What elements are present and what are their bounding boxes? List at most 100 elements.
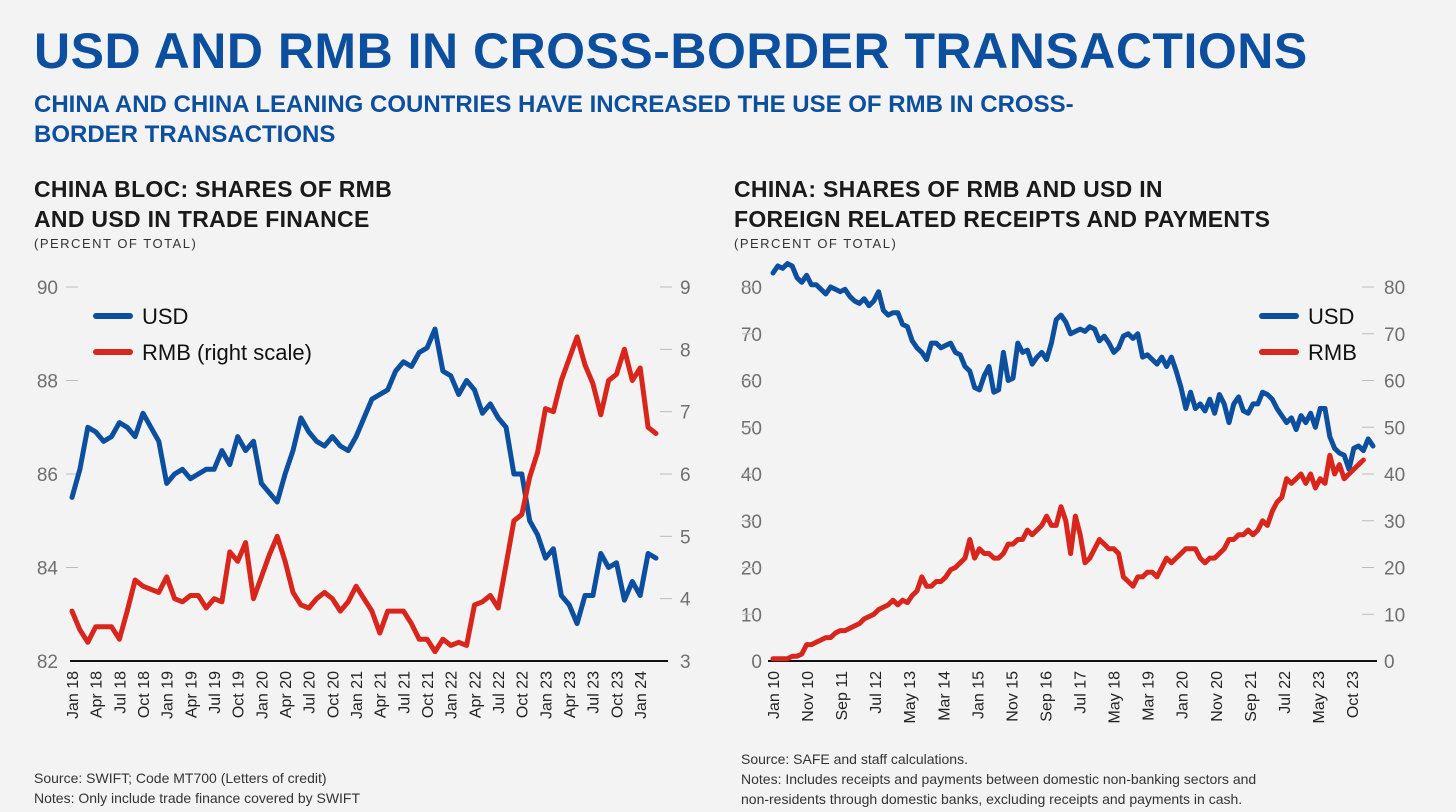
left-chart-x-tick-label: Apr 22 bbox=[467, 671, 484, 718]
left-chart-x-tick-label: Jan 24 bbox=[633, 671, 650, 719]
right-chart-right-tick-label: 20 bbox=[1384, 559, 1405, 580]
right-chart-x-tick-label: Sep 21 bbox=[1243, 671, 1260, 722]
left-chart-series-rmb-line bbox=[69, 334, 659, 655]
right-chart-left-tick-label: 40 bbox=[741, 465, 762, 486]
left-chart-right-tick-label: 3 bbox=[680, 652, 691, 673]
left-chart-series-usd-line bbox=[69, 326, 659, 627]
left-chart-x-tick-label: Jan 21 bbox=[349, 671, 366, 719]
left-chart-x-tick-label: Oct 19 bbox=[231, 671, 248, 718]
left-chart-legend-label: USD bbox=[142, 304, 188, 329]
left-chart-right-tick-label: 8 bbox=[680, 340, 691, 361]
right-chart-right-tick-label: 30 bbox=[1384, 512, 1405, 533]
left-chart-right-tick-label: 6 bbox=[680, 465, 691, 486]
left-chart-x-tick-label: Apr 20 bbox=[278, 671, 295, 718]
right-source-text: Source: SAFE and staff calculations. bbox=[741, 751, 968, 767]
left-chart-legend-label: RMB (right scale) bbox=[142, 340, 312, 365]
right-chart-x-tick-label: Jan 15 bbox=[970, 671, 987, 719]
left-chart-x-tick-label: Oct 20 bbox=[325, 671, 342, 718]
left-chart-x-tick-label: Oct 18 bbox=[136, 671, 153, 718]
left-chart-title-line1: CHINA BLOC: SHARES OF RMB bbox=[34, 176, 393, 202]
left-chart-x-tick-label: Jan 19 bbox=[160, 671, 177, 719]
right-chart-x-tick-label: May 18 bbox=[1107, 671, 1124, 724]
right-chart-left-tick-label: 60 bbox=[741, 372, 762, 393]
right-source: Source: SAFE and staff calculations. Not… bbox=[741, 749, 1256, 809]
left-chart-x-tick-label: Jan 22 bbox=[444, 671, 461, 719]
left-source: Source: SWIFT; Code MT700 (Letters of cr… bbox=[34, 768, 360, 808]
left-chart-x-tick-label: Jul 21 bbox=[396, 671, 413, 714]
left-chart-x-tick-label: Apr 21 bbox=[373, 671, 390, 718]
right-chart-left-tick-label: 80 bbox=[741, 278, 762, 299]
left-chart-x-tick-label: Apr 19 bbox=[183, 671, 200, 718]
subtitle: CHINA AND CHINA LEANING COUNTRIES HAVE I… bbox=[34, 91, 1074, 148]
right-chart-right-tick-label: 0 bbox=[1384, 652, 1395, 673]
left-chart-x-tick-label: Jul 23 bbox=[586, 671, 603, 714]
right-chart-series-usd-line bbox=[770, 261, 1376, 472]
right-chart-x-tick-label: Sep 11 bbox=[834, 671, 851, 721]
left-chart-right-tick-label: 9 bbox=[680, 278, 691, 299]
right-notes-line2: non-residents through domestic banks, ex… bbox=[741, 791, 1243, 807]
right-chart-legend-label: USD bbox=[1308, 304, 1354, 329]
left-chart-x-tick-label: Apr 23 bbox=[562, 671, 579, 718]
left-chart-x-tick-label: Jul 18 bbox=[112, 671, 129, 714]
right-chart-x-tick-label: Sep 16 bbox=[1038, 671, 1055, 722]
left-source-text: Source: SWIFT; Code MT700 (Letters of cr… bbox=[34, 770, 327, 786]
left-chart-x-tick-label: Jul 22 bbox=[491, 671, 508, 714]
right-chart-right-tick-label: 40 bbox=[1384, 465, 1405, 486]
right-chart-x-tick-label: Mar 14 bbox=[936, 671, 953, 721]
right-chart-left-tick-label: 0 bbox=[751, 652, 762, 673]
left-chart-right-tick-label: 4 bbox=[680, 590, 691, 611]
right-notes-line1: Notes: Includes receipts and payments be… bbox=[741, 771, 1257, 787]
right-chart-right-tick-label: 50 bbox=[1384, 418, 1405, 439]
right-chart-left-tick-label: 10 bbox=[741, 605, 762, 626]
left-chart-left-tick-label: 82 bbox=[37, 652, 58, 673]
left-notes-text: Notes: Only include trade finance covere… bbox=[34, 790, 361, 806]
left-chart-x-tick-label: Oct 21 bbox=[420, 671, 437, 718]
right-chart: 0 10 20 30 40 50 60 70 80 0 10 20 30 40 50 60 70 80 Jan 10… bbox=[741, 261, 1405, 724]
right-chart-left-tick-label: 30 bbox=[741, 512, 762, 533]
right-chart-x-tick-label: May 13 bbox=[902, 671, 919, 724]
left-chart-title-line2: AND USD IN TRADE FINANCE bbox=[34, 206, 370, 232]
left-chart-x-tick-label: Oct 23 bbox=[609, 671, 626, 718]
left-chart-left-tick-label: 90 bbox=[37, 278, 58, 299]
left-chart-left-tick-label: 86 bbox=[37, 465, 58, 486]
left-chart-x-tick-label: Jan 18 bbox=[65, 671, 82, 719]
left-chart-x-tick-label: Jul 20 bbox=[302, 671, 319, 714]
left-chart-x-tick-label: Apr 18 bbox=[89, 671, 106, 718]
right-chart-left-tick-label: 20 bbox=[741, 559, 762, 580]
main-title: USD AND RMB IN CROSS-BORDER TRANSACTIONS bbox=[34, 23, 1308, 79]
right-chart-x-tick-label: Jul 17 bbox=[1073, 671, 1090, 714]
right-chart-x-tick-label: Jan 10 bbox=[766, 671, 783, 719]
right-chart-x-tick-label: Oct 23 bbox=[1345, 671, 1362, 718]
left-chart-left-tick-label: 88 bbox=[37, 372, 58, 393]
right-chart-title-line2: FOREIGN RELATED RECEIPTS AND PAYMENTS bbox=[734, 206, 1271, 232]
left-chart-x-tick-label: Jul 19 bbox=[207, 671, 224, 714]
right-chart-x-tick-label: Jul 22 bbox=[1277, 671, 1294, 714]
left-chart-right-tick-label: 5 bbox=[680, 527, 691, 548]
right-chart-right-tick-label: 60 bbox=[1384, 372, 1405, 393]
right-chart-x-tick-label: Nov 15 bbox=[1004, 671, 1021, 722]
left-chart-left-tick-label: 84 bbox=[37, 559, 59, 580]
right-chart-series-rmb-line bbox=[770, 452, 1366, 662]
left-chart-x-tick-label: Jan 20 bbox=[254, 671, 271, 719]
right-chart-x-tick-label: May 23 bbox=[1311, 671, 1328, 724]
right-chart-title-line1: CHINA: SHARES OF RMB AND USD IN bbox=[734, 176, 1163, 202]
left-chart-unit: (PERCENT OF TOTAL) bbox=[34, 236, 198, 251]
left-chart-title: CHINA BLOC: SHARES OF RMB AND USD IN TRA… bbox=[34, 174, 392, 234]
right-chart-left-tick-label: 50 bbox=[741, 418, 762, 439]
right-chart-x-tick-label: Mar 19 bbox=[1141, 671, 1158, 721]
right-chart-x-tick-label: Nov 10 bbox=[800, 671, 817, 722]
left-chart-x-tick-label: Oct 22 bbox=[515, 671, 532, 718]
right-chart-x-tick-label: Nov 20 bbox=[1209, 671, 1226, 722]
right-chart-right-tick-label: 80 bbox=[1384, 278, 1405, 299]
right-chart-title: CHINA: SHARES OF RMB AND USD IN FOREIGN … bbox=[734, 174, 1270, 234]
right-chart-right-tick-label: 10 bbox=[1384, 605, 1405, 626]
right-chart-x-tick-label: Jan 20 bbox=[1175, 671, 1192, 719]
right-chart-right-tick-label: 70 bbox=[1384, 325, 1405, 346]
left-chart: 82 84 86 88 90 3 4 5 6 7 8 9 Jan 18 Apr 18 Jul 18 Oct 1… bbox=[37, 278, 691, 719]
right-chart-x-tick-label: Jul 12 bbox=[868, 671, 885, 714]
left-chart-x-tick-label: Jan 23 bbox=[538, 671, 555, 719]
left-chart-right-tick-label: 7 bbox=[680, 403, 691, 424]
right-chart-unit: (PERCENT OF TOTAL) bbox=[734, 236, 898, 251]
right-chart-legend-label: RMB bbox=[1308, 340, 1357, 365]
